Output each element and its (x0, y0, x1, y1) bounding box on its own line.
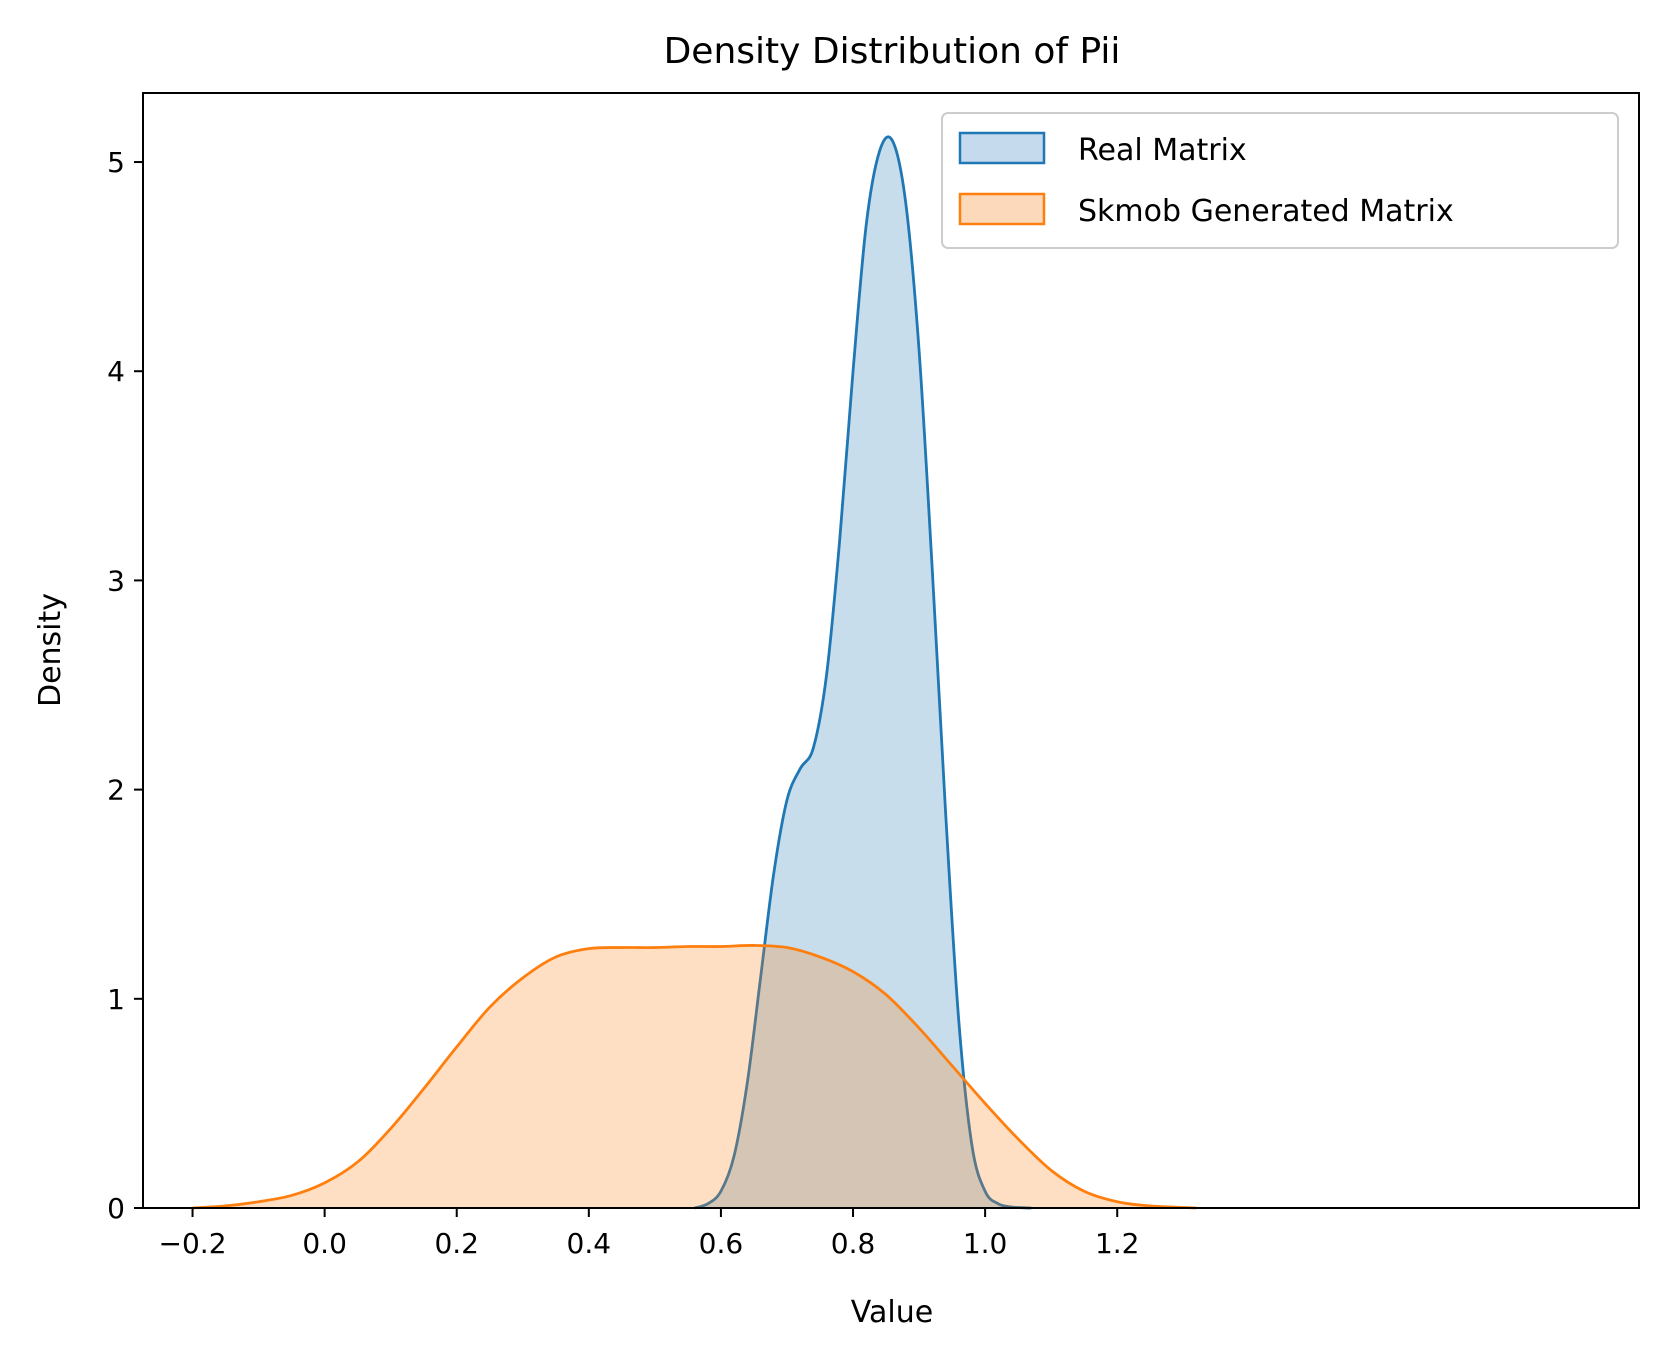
y-tick-label: 2 (107, 774, 125, 807)
y-tick-label: 3 (107, 564, 125, 597)
legend-swatch-skmob-generated-matrix (958, 192, 1046, 226)
x-tick-label: 1.0 (963, 1227, 1008, 1260)
y-axis-ticks: 0 1 2 3 4 5 (107, 146, 143, 1225)
y-tick-label: 5 (107, 146, 125, 179)
x-tick-label: 0.0 (302, 1227, 347, 1260)
chart-title: Density Distribution of Pii (664, 31, 1121, 72)
y-tick-label: 0 (107, 1192, 125, 1225)
x-tick-label: 1.2 (1095, 1227, 1140, 1260)
plot-frame (142, 92, 1640, 1209)
x-tick-label: 0.6 (699, 1227, 744, 1260)
y-tick-label: 1 (107, 983, 125, 1016)
line-skmob-generated-matrix (192, 944, 1197, 1210)
x-tick-label: −0.2 (159, 1227, 227, 1260)
area-skmob-generated-matrix (192, 945, 1197, 1208)
y-axis-label: Density (33, 593, 68, 707)
legend-label-real-matrix: Real Matrix (1078, 133, 1247, 168)
legend-label-skmob-generated-matrix: Skmob Generated Matrix (1078, 194, 1454, 229)
legend: Real Matrix Skmob Generated Matrix (941, 112, 1619, 249)
x-tick-label: 0.2 (434, 1227, 479, 1260)
line-real-matrix (694, 135, 1032, 1210)
legend-box (941, 112, 1619, 249)
density-areas (192, 135, 1197, 1210)
area-real-matrix (694, 136, 1032, 1208)
x-axis-ticks: −0.2 0.0 0.2 0.4 0.6 0.8 1.0 1.2 (159, 1208, 1140, 1260)
legend-swatch-real-matrix (958, 131, 1046, 165)
x-tick-label: 0.4 (567, 1227, 612, 1260)
y-tick-label: 4 (107, 355, 125, 388)
x-tick-label: 0.8 (831, 1227, 876, 1260)
x-axis-label: Value (851, 1295, 933, 1330)
